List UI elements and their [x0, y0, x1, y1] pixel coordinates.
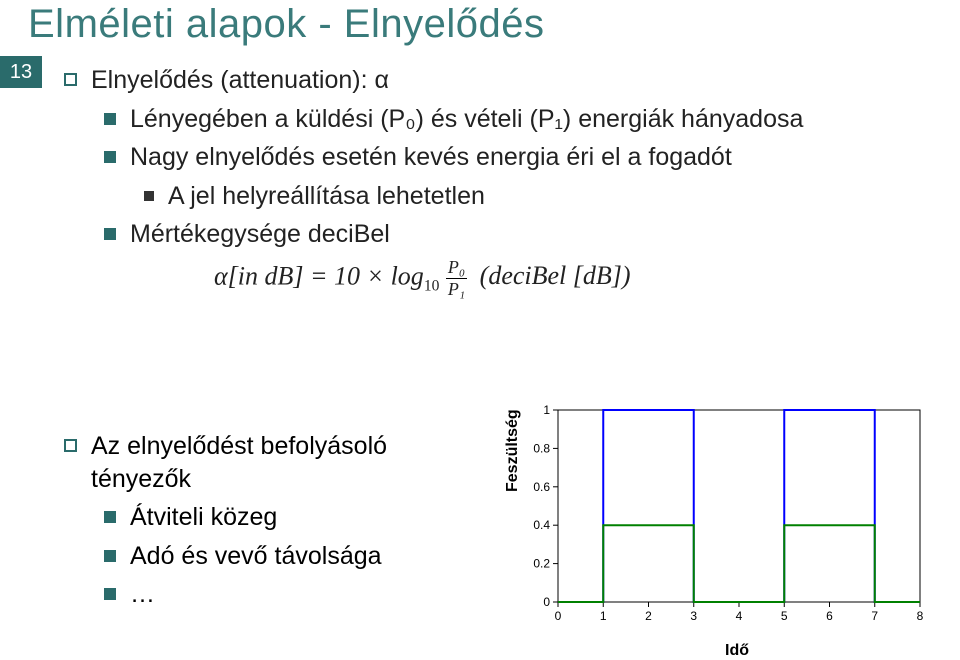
- chart-container: 00.20.40.60.81012345678 Feszültség Idő: [510, 400, 930, 640]
- bullet-text: Mértékegysége deciBel: [130, 218, 390, 251]
- svg-text:0.4: 0.4: [533, 518, 550, 532]
- svg-text:5: 5: [781, 609, 788, 623]
- formula-numerator: P₀: [446, 257, 467, 279]
- bullet-1-attenuation: Elnyelődés (attenuation): α: [64, 64, 936, 97]
- bullet-1-factors: Az elnyelődést befolyásoló tényezők: [64, 430, 464, 495]
- bullet-icon: [64, 73, 77, 86]
- chart-xlabel: Idő: [725, 642, 749, 660]
- slide-title: Elméleti alapok - Elnyelődés: [0, 0, 960, 47]
- svg-text:0.6: 0.6: [533, 480, 550, 494]
- bullet-icon: [104, 588, 116, 600]
- svg-text:3: 3: [690, 609, 697, 623]
- formula-denominator: P₁: [446, 279, 467, 300]
- bullet-text: Az elnyelődést befolyásoló tényezők: [91, 430, 464, 495]
- bullet-2-unit: Mértékegysége deciBel: [104, 218, 936, 251]
- bullet-2-high-attenuation: Nagy elnyelődés esetén kevés energia éri…: [104, 141, 936, 174]
- svg-text:1: 1: [600, 609, 607, 623]
- bullet-text: …: [130, 578, 155, 611]
- svg-text:0.8: 0.8: [533, 441, 550, 455]
- bullet-text: A jel helyreállítása lehetetlen: [168, 180, 485, 213]
- bullet-text: Átviteli közeg: [130, 501, 277, 534]
- formula-log-base: 10: [424, 277, 440, 294]
- svg-text:0.2: 0.2: [533, 557, 550, 571]
- svg-text:1: 1: [543, 403, 550, 417]
- bullet-2-distance: Adó és vevő távolsága: [104, 540, 464, 573]
- bullet-text: Adó és vevő távolsága: [130, 540, 382, 573]
- page-number: 13: [0, 56, 42, 88]
- content-area: Elnyelődés (attenuation): α Lényegében a…: [64, 64, 936, 316]
- bullet-2-essence: Lényegében a küldési (P₀) és vételi (P₁)…: [104, 103, 936, 136]
- chart-svg: 0 0.2 0.4 0.6 0.8 1 0 1 2 3 4 5 6 7 8: [510, 400, 930, 630]
- bullet-icon: [104, 511, 116, 523]
- svg-text:7: 7: [871, 609, 878, 623]
- svg-text:4: 4: [736, 609, 743, 623]
- bullet-text: Elnyelődés (attenuation): α: [91, 64, 389, 97]
- svg-text:2: 2: [645, 609, 652, 623]
- formula-tail: (deciBel [dB]): [480, 261, 631, 290]
- bullet-icon: [104, 113, 116, 125]
- bullet-icon: [104, 151, 116, 163]
- bullet-icon: [64, 439, 77, 452]
- svg-text:8: 8: [917, 609, 924, 623]
- formula-lhs: α[in dB] = 10 × log: [214, 261, 424, 290]
- svg-text:0: 0: [543, 595, 550, 609]
- formula-fraction: P₀ P₁: [446, 257, 467, 300]
- lower-bullets: Az elnyelődést befolyásoló tényezők Átvi…: [64, 430, 464, 617]
- formula: α[in dB] = 10 × log10 P₀ P₁ (deciBel [dB…: [214, 257, 936, 300]
- bullet-2-medium: Átviteli közeg: [104, 501, 464, 534]
- chart-ylabel: Feszültség: [504, 409, 522, 492]
- bullet-icon: [104, 550, 116, 562]
- bullet-2-ellipsis: …: [104, 578, 464, 611]
- bullet-icon: [144, 191, 154, 201]
- bullet-3-impossible: A jel helyreállítása lehetetlen: [144, 180, 936, 213]
- svg-text:0: 0: [555, 609, 562, 623]
- bullet-text: Nagy elnyelődés esetén kevés energia éri…: [130, 141, 732, 174]
- svg-text:6: 6: [826, 609, 833, 623]
- bullet-icon: [104, 228, 116, 240]
- bullet-text: Lényegében a küldési (P₀) és vételi (P₁)…: [130, 103, 803, 136]
